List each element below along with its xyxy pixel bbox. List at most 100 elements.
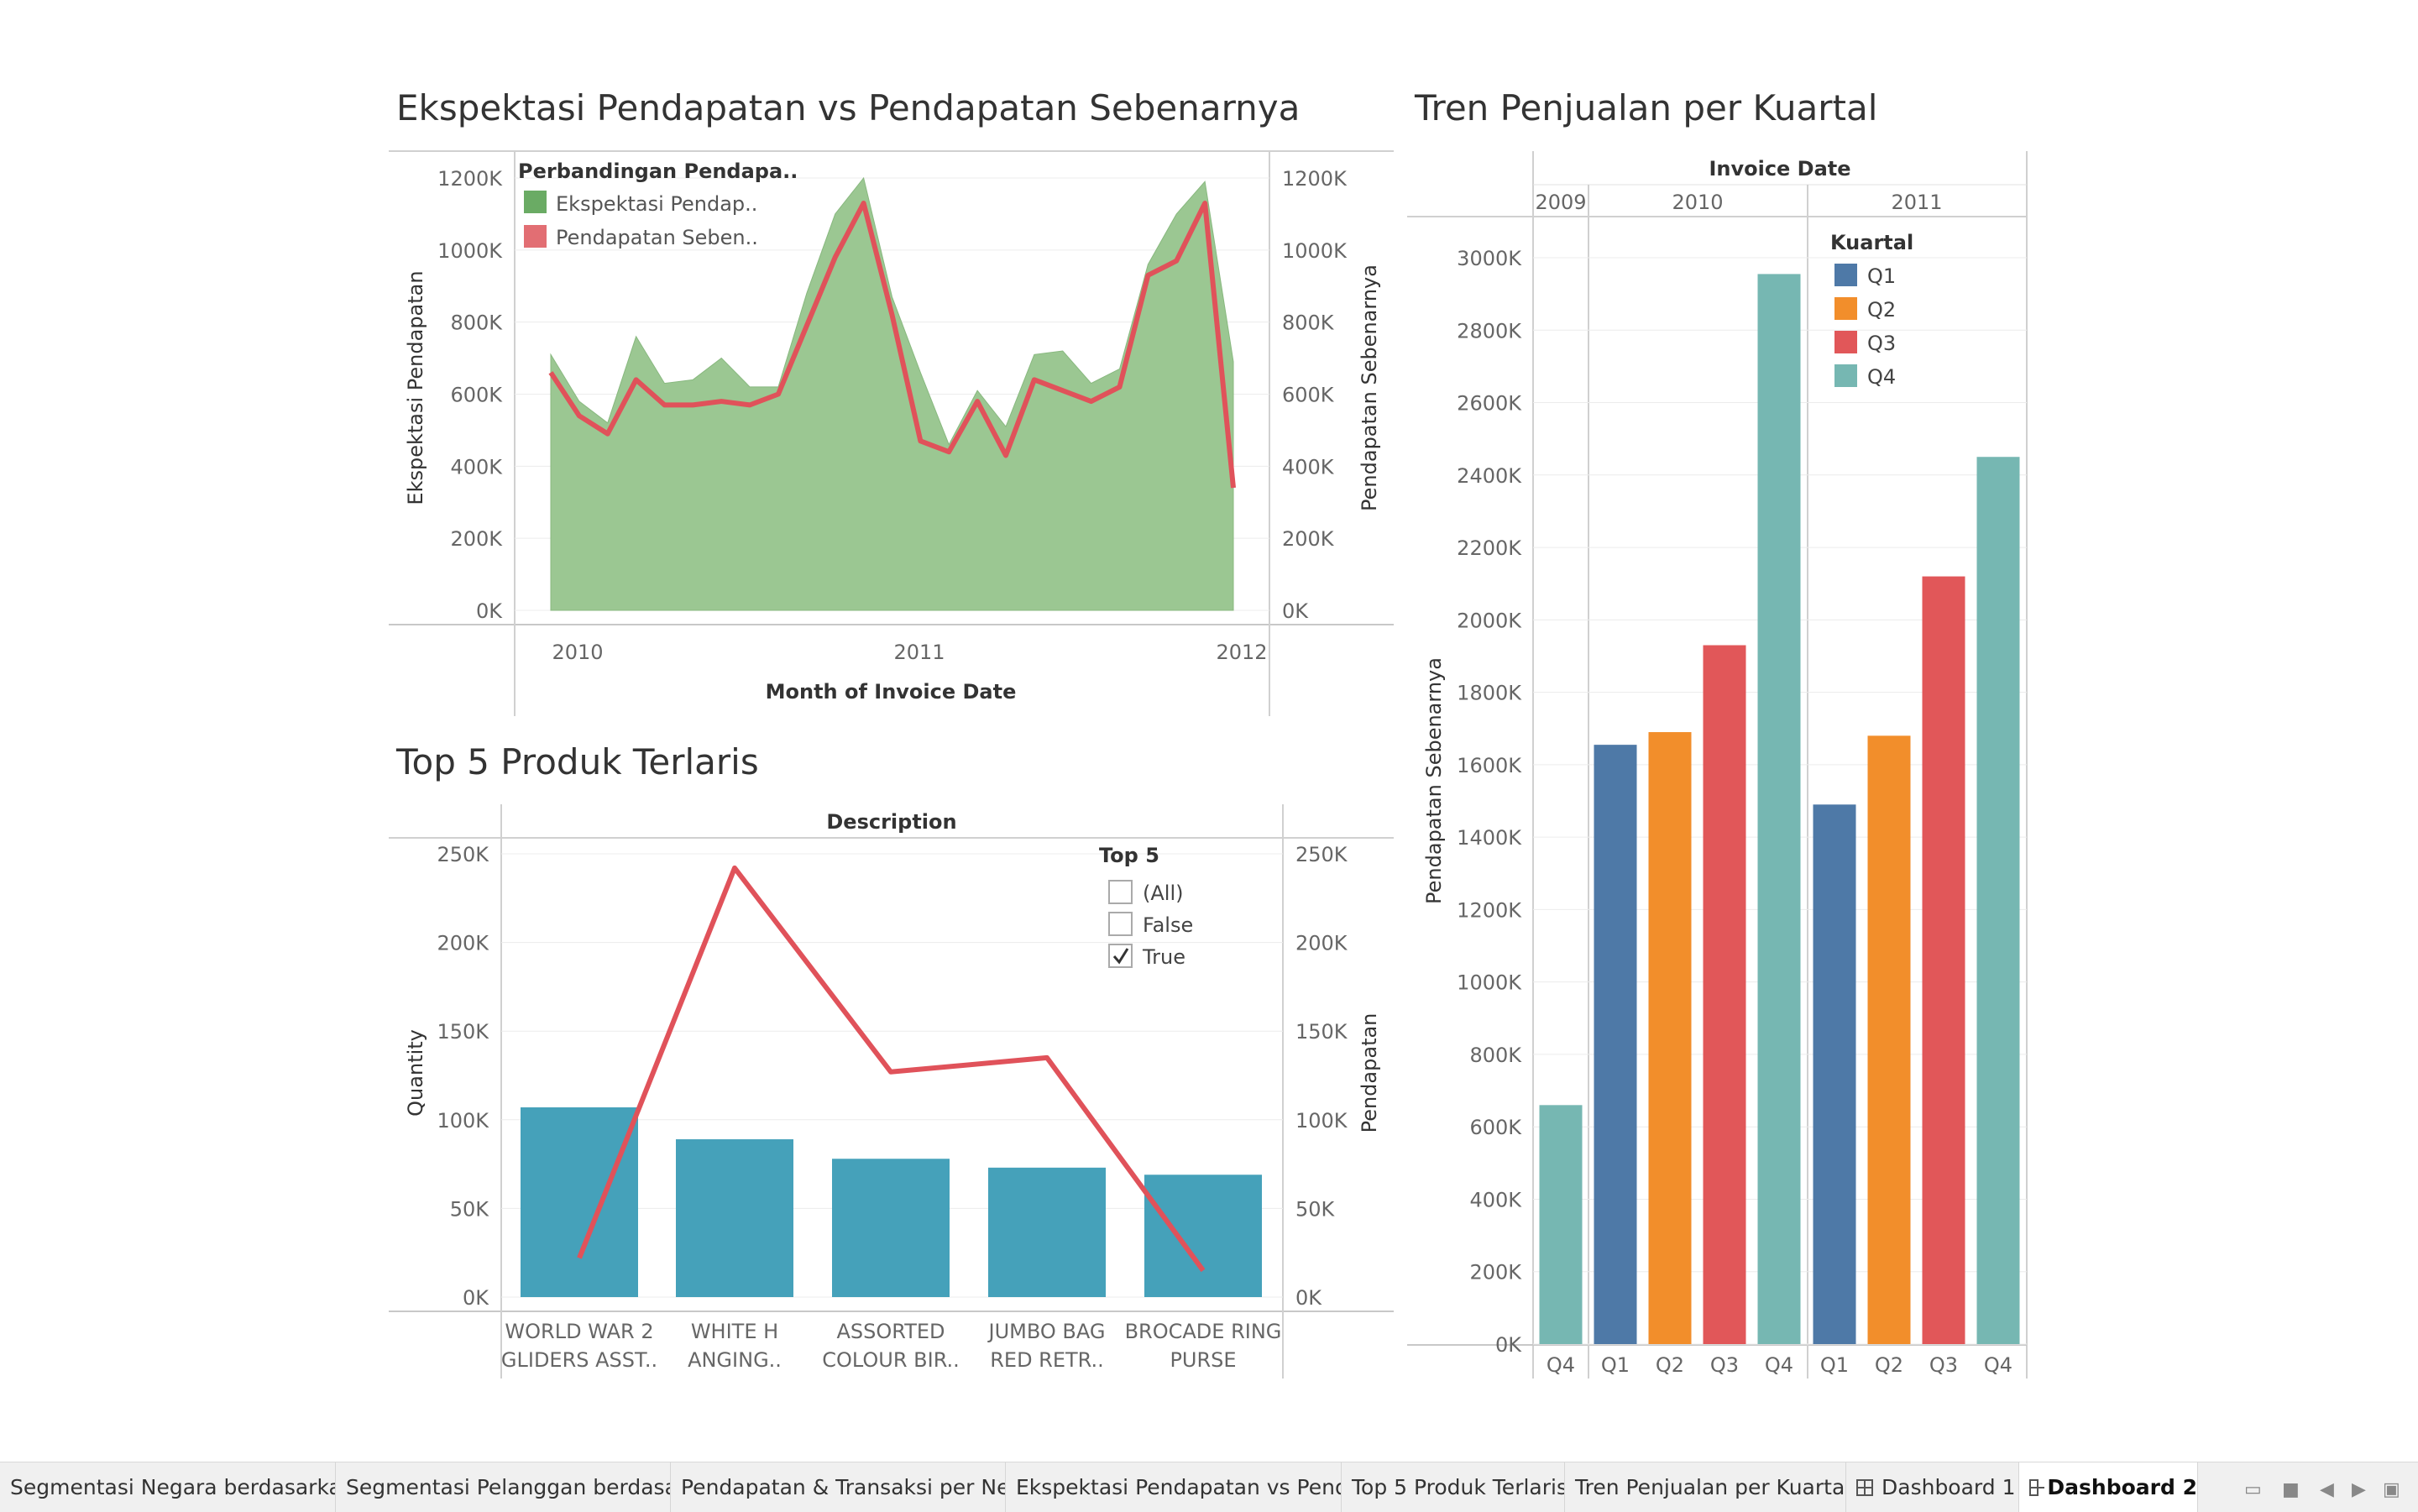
sheet-tab[interactable]: Segmentasi Pelanggan berdasar... [336,1462,671,1512]
x-tick-label: GLIDERS ASST.. [501,1348,657,1372]
y-tick-label: 800K [1282,311,1335,335]
legend-label: Q1 [1867,264,1896,288]
y-axis-label-left: Ekspektasi Pendapatan [404,270,427,505]
sheet-tab-label: Pendapatan & Transaksi per Neg... [681,1475,1005,1499]
y-tick-label: 2200K [1457,536,1522,560]
y-tick-label: 100K [437,1109,489,1133]
chart-title: Top 5 Produk Terlaris [395,741,759,782]
x-tick-label: JUMBO BAG [987,1320,1106,1343]
y-tick-label: 0K [463,1286,489,1310]
y-tick-label: 1200K [1282,167,1348,191]
x-tick-label: Q2 [1875,1353,1903,1377]
year-label: 2011 [1891,191,1942,214]
bar-quarter [1922,576,1965,1344]
sheet-tab-label: Dashboard 1 [1882,1475,2016,1499]
legend-swatch [1834,364,1857,387]
presentation-icon[interactable]: ▣ [2383,1479,2400,1500]
x-tick-label: COLOUR BIR.. [822,1348,960,1372]
x-tick-label: WORLD WAR 2 [505,1320,653,1343]
sheet-tab-bar: Segmentasi Negara berdasarka... Segmentas… [0,1462,2418,1512]
y-tick-label: 1200K [1457,898,1522,922]
bar-quarter [1648,732,1692,1344]
y-tick-label: 400K [1469,1188,1522,1211]
filmstrip-icon[interactable]: ■ [2282,1479,2300,1500]
legend-label: Q2 [1867,298,1896,322]
chart-title: Tren Penjualan per Kuartal [1414,87,1877,128]
show-sheets-icon[interactable]: ▭ [2244,1479,2262,1500]
x-tick-label: Q4 [1984,1353,2012,1377]
y-tick-label: 200K [437,932,489,955]
y-tick-label: 2800K [1457,319,1522,343]
year-label: 2009 [1535,191,1586,214]
y-tick-label: 1000K [437,239,503,263]
y-tick-label: 400K [1282,455,1335,479]
legend-swatch [1834,297,1857,320]
y-tick-label: 600K [1469,1116,1522,1139]
bar-quarter [1703,645,1746,1344]
x-tick-label: PURSE [1170,1348,1236,1372]
next-sheet-icon[interactable]: ▶ [2352,1479,2366,1500]
legend-label: Pendapatan Seben.. [556,226,758,249]
legend-title: Kuartal [1830,231,1913,254]
filter-checkbox-false[interactable] [1108,912,1133,936]
bar-quarter [1539,1105,1583,1344]
y-tick-label: 2600K [1457,392,1522,416]
sheet-tab[interactable]: Ekspektasi Pendapatan vs Pend... [1006,1462,1342,1512]
y-tick-label: 150K [1295,1020,1348,1044]
x-tick-label: BROCADE RING [1125,1320,1282,1343]
sheet-tab[interactable]: Segmentasi Negara berdasarka... [0,1462,336,1512]
check-icon [1112,948,1129,965]
y-tick-label: 400K [450,455,503,479]
sheet-tab[interactable]: Tren Penjualan per Kuartal [1565,1462,1846,1512]
bar-quarter [1867,735,1911,1344]
x-tick-label: Q1 [1820,1353,1849,1377]
x-tick-label: RED RETR.. [990,1348,1104,1372]
y-tick-label: 0K [1282,599,1309,623]
bar-quantity [676,1139,793,1297]
sheet-tab[interactable]: Dashboard 2 [2019,1462,2198,1512]
bar-quarter [1757,274,1801,1344]
sheet-tab[interactable]: Pendapatan & Transaksi per Neg... [671,1462,1006,1512]
y-axis-label: Pendapatan Sebenarnya [1422,657,1446,904]
y-tick-label: 3000K [1457,247,1522,270]
bar-quarter [1594,745,1637,1344]
bar-quarter [1976,457,2020,1344]
sheet-tab[interactable]: Dashboard 1 [1846,1462,2019,1512]
y-tick-label: 800K [450,311,503,335]
y-axis-label-right: Pendapatan [1358,1013,1381,1133]
x-tick-label: ANGING.. [688,1348,782,1372]
filter-option-label: (All) [1143,882,1183,905]
y-tick-label: 1000K [1457,971,1522,995]
column-header: Invoice Date [1709,157,1850,180]
legend-swatch [524,225,547,248]
column-header: Description [826,810,956,834]
sheet-tab-label: Ekspektasi Pendapatan vs Pend... [1016,1475,1342,1499]
x-tick-label: Q1 [1601,1353,1630,1377]
sheet-tab-label: Segmentasi Pelanggan berdasar... [346,1475,671,1499]
y-tick-label: 150K [437,1020,489,1044]
year-label: 2010 [1672,191,1723,214]
sheet-tab[interactable]: Top 5 Produk Terlaris [1342,1462,1565,1512]
legend-swatch [1834,331,1857,353]
x-axis-label: Month of Invoice Date [766,680,1017,704]
area-ekspektasi [550,176,1234,611]
bar-quantity [1144,1175,1262,1297]
filter-checkbox-all[interactable] [1108,880,1133,904]
dashboard-icon [2029,1478,2045,1496]
legend-label: Q3 [1867,332,1896,355]
filter-option-label: True [1142,945,1185,969]
filter-checkbox-true[interactable] [1108,944,1133,968]
y-axis-label-left: Quantity [404,1029,427,1117]
legend-label: Q4 [1867,365,1896,389]
x-tick-label: ASSORTED [836,1320,945,1343]
legend-title: Perbandingan Pendapa.. [518,160,798,183]
prev-sheet-icon[interactable]: ◀ [2320,1479,2334,1500]
x-tick-label: WHITE H [691,1320,778,1343]
y-tick-label: 0K [476,599,503,623]
x-tick-label: 2011 [893,641,945,664]
bar-quantity [832,1159,950,1297]
legend-swatch [524,191,547,213]
sheet-tab-label: Tren Penjualan per Kuartal [1575,1475,1846,1499]
bar-quarter [1813,804,1856,1344]
bar-quantity [521,1107,638,1297]
